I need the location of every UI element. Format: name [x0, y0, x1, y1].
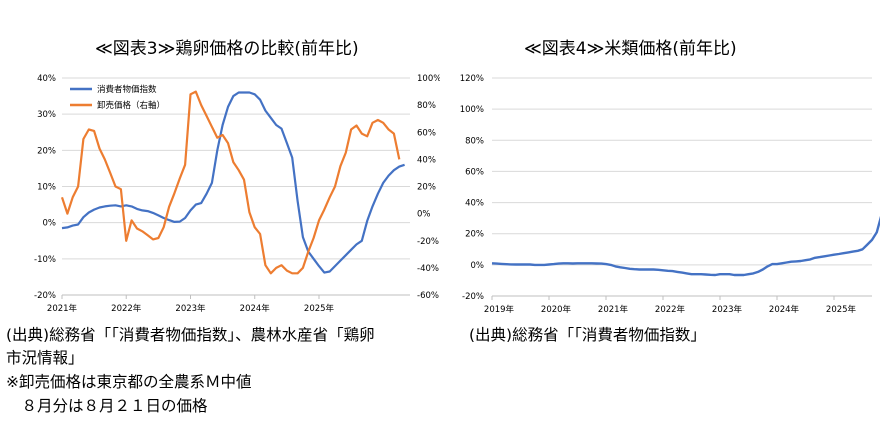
left-y-tick-label: 30%: [37, 110, 56, 120]
left-y2-tick-label: -40%: [417, 264, 439, 274]
right-y-tick-label: 60%: [465, 167, 484, 177]
left-x-tick-label: 2021年: [47, 303, 78, 314]
left-y-tick-label: -20%: [34, 291, 56, 301]
left-y-tick-label: 20%: [37, 146, 56, 156]
left-x-tick-label: 2025年: [304, 303, 335, 314]
left-note-1: (出典)総務省「「消費者物価指数」、農林水産省「鶏卵: [6, 326, 375, 344]
left-y2-tick-label: 0%: [417, 210, 431, 220]
right-x-tick-label: 2023年: [712, 304, 743, 315]
legend-label-cpi: 消費者物価指数: [97, 84, 157, 95]
right-y-tick-label: -20%: [462, 292, 484, 302]
right-note-1: (出典)総務省「「消費者物価指数」: [469, 326, 706, 344]
right-chart-title: ≪図表4≫米類価格(前年比): [524, 39, 737, 59]
left-chart-series: [60, 90, 405, 275]
left-y2-tick-label: -60%: [417, 291, 439, 301]
left-note-4: ８月分は８月２１日の価格: [6, 397, 208, 415]
right-series-rice: [491, 215, 880, 277]
left-y2-tick-label: 80%: [417, 101, 436, 111]
right-x-tick-label: 2021年: [598, 304, 629, 315]
right-x-tick-label: 2020年: [541, 304, 572, 315]
right-chart-axes: -20% 0% 20% 40% 60% 80% 100% 120% 2019年 2020年 2021…: [460, 74, 872, 315]
right-x-tick-label: 2019年: [484, 304, 515, 315]
right-x-tick-label: 2025年: [826, 304, 857, 315]
left-y2-tick-label: 20%: [417, 183, 436, 193]
legend-label-wholesale: 卸売価格（右軸）: [97, 100, 165, 111]
egg-price-chart: -20% -10% 0% 10% 20% 30% 40% -60% -40% -20% 0% 20% 4…: [34, 74, 440, 314]
right-chart-series: [491, 215, 880, 277]
left-y2-tick-label: 60%: [417, 128, 436, 138]
left-y2-tick-label: 40%: [417, 155, 436, 165]
left-x-tick-label: 2024年: [240, 303, 271, 314]
right-y-tick-label: 0%: [471, 261, 485, 271]
left-note-2: 市況情報」: [6, 349, 84, 367]
left-y2-tick-label: 100%: [417, 74, 440, 84]
right-y-tick-label: 100%: [460, 105, 484, 115]
left-x-tick-label: 2023年: [175, 303, 206, 314]
left-y2-tick-label: -20%: [417, 237, 439, 247]
right-y-tick-label: 80%: [465, 136, 484, 146]
left-y-tick-label: 0%: [43, 219, 57, 229]
left-series-cpi: [61, 91, 405, 274]
right-y-tick-label: 20%: [465, 230, 484, 240]
left-y-tick-label: 10%: [37, 183, 56, 193]
left-chart-axes: -20% -10% 0% 10% 20% 30% 40% -60% -40% -20% 0% 20% 4…: [34, 74, 440, 314]
right-x-tick-label: 2022年: [655, 304, 686, 315]
left-note-3: ※卸売価格は東京都の全農系Ｍ中値: [6, 373, 252, 391]
right-y-tick-label: 120%: [460, 74, 484, 84]
right-x-tick-label: 2024年: [769, 304, 800, 315]
left-y-tick-label: -10%: [34, 255, 56, 265]
left-series-wholesale: [60, 90, 401, 275]
left-chart-title: ≪図表3≫鶏卵価格の比較(前年比): [95, 39, 359, 59]
left-x-tick-label: 2022年: [111, 303, 142, 314]
right-y-tick-label: 40%: [465, 199, 484, 209]
rice-price-chart: -20% 0% 20% 40% 60% 80% 100% 120% 2019年 2020年 2021…: [460, 74, 880, 315]
left-y-tick-label: 40%: [37, 74, 56, 84]
